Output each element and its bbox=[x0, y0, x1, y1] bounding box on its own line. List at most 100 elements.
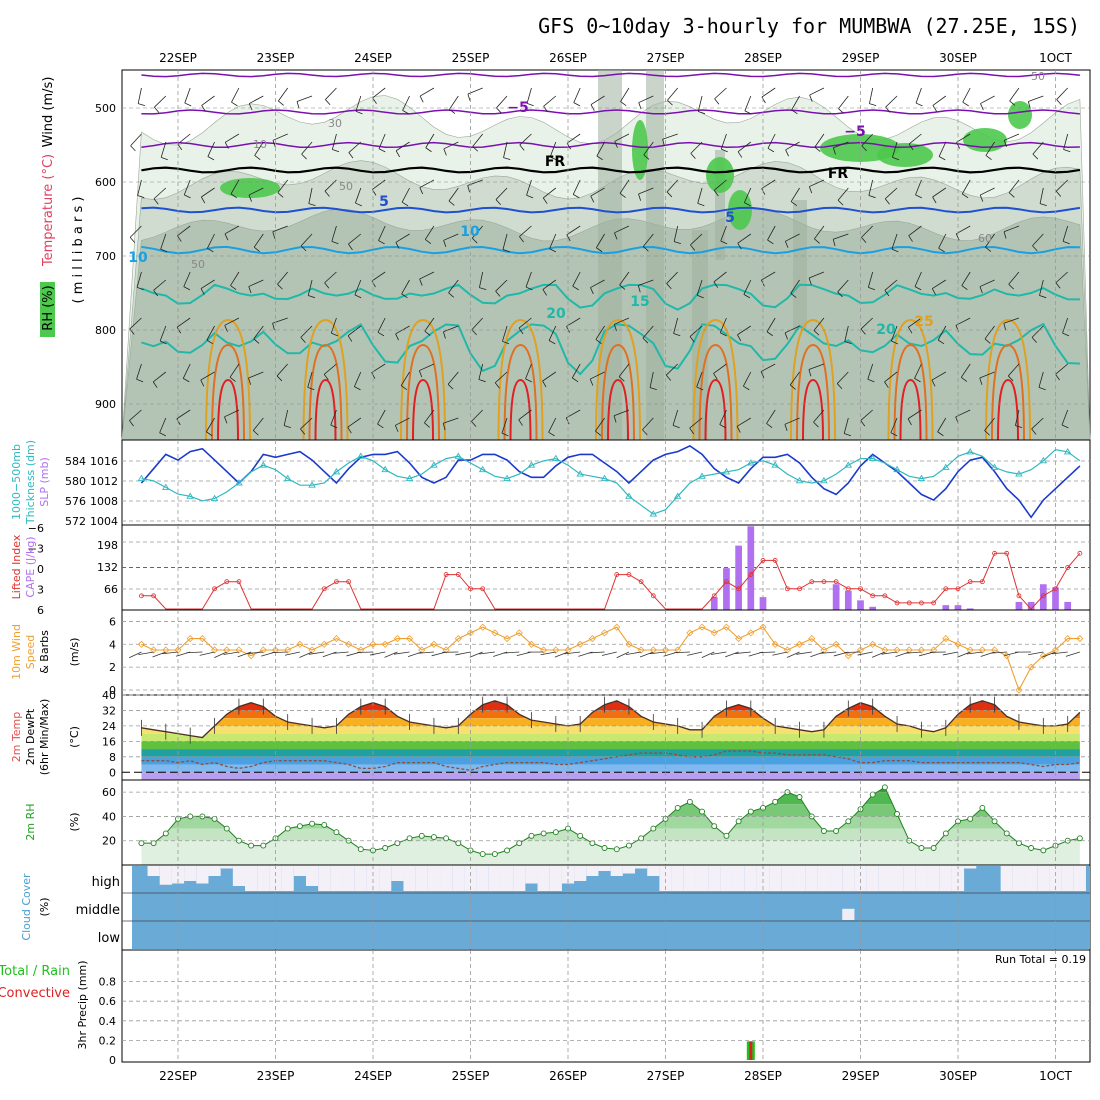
wind-barb bbox=[961, 271, 971, 286]
temp-tick-label: 32 bbox=[102, 704, 116, 717]
wind-barb bbox=[720, 133, 727, 150]
thickness-marker bbox=[747, 459, 755, 466]
wind-barb bbox=[200, 371, 215, 381]
wind-barb-flag bbox=[394, 425, 399, 432]
rh2m-marker bbox=[138, 840, 145, 847]
wind-legend-label: Wind (m/s) bbox=[41, 77, 56, 148]
wind-barb bbox=[159, 325, 167, 342]
wind-barb-flag bbox=[502, 340, 510, 345]
wind10m-barb bbox=[455, 651, 471, 656]
wind-barb-flag bbox=[985, 155, 992, 160]
wind-barb bbox=[937, 417, 947, 432]
rh-green-patch bbox=[706, 157, 734, 193]
wind-barb-flag bbox=[136, 378, 144, 383]
li-marker bbox=[992, 550, 997, 556]
wind-barb bbox=[791, 95, 800, 111]
cloud-high-clear bbox=[196, 866, 209, 884]
wind-barb-flag bbox=[714, 98, 720, 105]
thickness-marker bbox=[430, 461, 438, 468]
cape-bar bbox=[1015, 601, 1023, 610]
wind-barb bbox=[424, 409, 435, 424]
wind-label-4: (m/s) bbox=[68, 638, 81, 667]
wind-speed-marker bbox=[722, 623, 731, 631]
cloud-high-clear bbox=[964, 866, 977, 869]
cloud-middle-bar bbox=[842, 908, 855, 920]
wind-barb-flag bbox=[791, 109, 798, 115]
wind-barb-flag bbox=[154, 106, 160, 113]
temp-tick-label: 0 bbox=[109, 766, 116, 779]
bottom-date-label: 27SEP bbox=[647, 1069, 685, 1083]
wind-barb bbox=[372, 87, 386, 99]
thickness-marker bbox=[576, 470, 584, 477]
li-marker bbox=[346, 579, 352, 585]
wind-barb-flag bbox=[1055, 190, 1062, 197]
wind-barb-flag bbox=[1038, 387, 1046, 391]
wind-barb-flag bbox=[448, 200, 455, 206]
wind10m-panel: 6 4 2 0 10m Wind Speed & Barbs (m/s) bbox=[10, 609, 1091, 697]
wind-barb bbox=[1038, 371, 1044, 388]
surface-temp-contour bbox=[985, 318, 1031, 441]
wind-barb bbox=[697, 95, 703, 112]
wind-barb bbox=[277, 271, 288, 285]
wind-barb bbox=[915, 179, 922, 196]
wind-barb-flag bbox=[590, 104, 595, 111]
wind-barb bbox=[225, 133, 240, 143]
wind-barb bbox=[766, 317, 776, 332]
wind10m-barb bbox=[881, 651, 898, 655]
wind-barb bbox=[719, 317, 727, 333]
rh2m-panel: 60 40 20 2m RH (%) bbox=[24, 779, 1091, 866]
wind-barb-flag bbox=[518, 419, 523, 426]
wind-barb-flag bbox=[254, 155, 261, 160]
wind-barb-flag bbox=[378, 240, 385, 245]
wind-barb bbox=[272, 225, 288, 233]
precip-total-label: Total / Rain bbox=[0, 964, 70, 979]
wind-barb-flag bbox=[183, 286, 191, 291]
wind-barb-flag bbox=[743, 294, 751, 299]
wind-barb-flag bbox=[869, 103, 877, 106]
wind-barb bbox=[347, 325, 362, 336]
wind-barb bbox=[566, 409, 581, 419]
wind10m-barb bbox=[820, 651, 837, 654]
wind-barb bbox=[395, 417, 410, 426]
cloud-high-clear bbox=[415, 866, 428, 891]
surface-temp-contour bbox=[217, 378, 239, 441]
rh2m-marker bbox=[638, 835, 645, 842]
wind-barb bbox=[253, 325, 264, 340]
wind10m-barb bbox=[772, 651, 788, 656]
wind-barb-flag bbox=[1007, 375, 1014, 382]
rh2m-marker bbox=[772, 798, 779, 805]
wind-barb-flag bbox=[932, 196, 937, 204]
li-marker bbox=[638, 579, 644, 585]
wind-barb-flag bbox=[542, 380, 547, 388]
wind-barb-flag bbox=[331, 332, 338, 337]
wind-barb-flag bbox=[471, 329, 477, 336]
wind-barb bbox=[542, 187, 557, 199]
wind-barb-flag bbox=[808, 186, 813, 194]
thickness-marker bbox=[795, 476, 804, 484]
rh2m-marker bbox=[723, 832, 730, 839]
top-date-label: 27SEP bbox=[647, 51, 685, 65]
wind-barb bbox=[868, 179, 874, 196]
wind-barb-flag bbox=[814, 146, 821, 152]
wind-label-2: Speed bbox=[24, 635, 37, 669]
wind-barb bbox=[638, 187, 654, 195]
rh2m-marker bbox=[248, 842, 255, 849]
wind-barb bbox=[348, 233, 362, 245]
wind10m-barb bbox=[299, 651, 313, 658]
slp-label: SLP (mb) bbox=[38, 457, 51, 507]
wind-barb bbox=[401, 187, 410, 203]
wind-barb bbox=[518, 317, 532, 329]
wind-barb-flag bbox=[347, 427, 352, 434]
wind-barb-flag bbox=[371, 280, 376, 288]
temperature-legend-label: Temperature (°C) bbox=[41, 154, 56, 267]
wind-barb bbox=[673, 225, 679, 242]
cloud-high-clear bbox=[574, 866, 587, 881]
wind-barb bbox=[377, 409, 386, 425]
temp-tick-label: 40 bbox=[102, 689, 116, 702]
wind-speed-marker bbox=[150, 646, 158, 654]
wind-barb-flag bbox=[503, 157, 511, 161]
wind-speed-marker bbox=[1076, 635, 1084, 643]
bottom-date-label: 22SEP bbox=[159, 1069, 197, 1083]
wind-barb bbox=[254, 141, 264, 156]
